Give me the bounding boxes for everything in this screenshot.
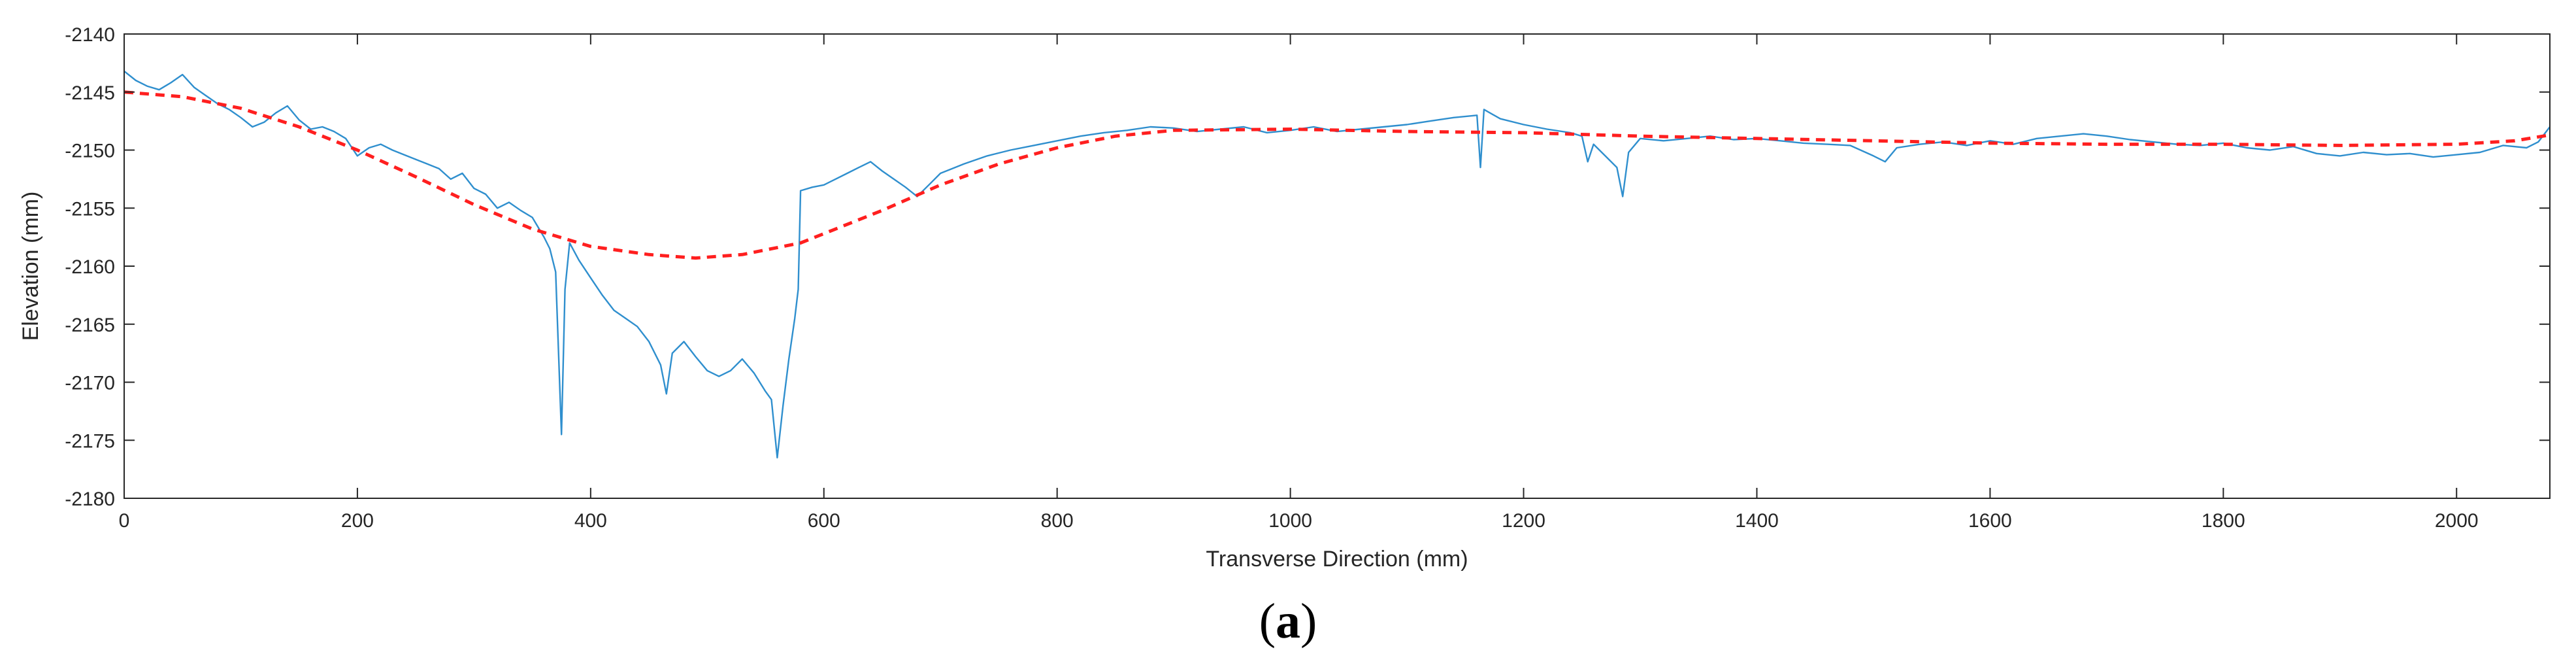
x-tick-label: 1200 xyxy=(1502,510,1545,532)
y-axis: -2140 -2145 -2150 -2155 -2160 -2165 -2170 -2175… xyxy=(65,24,2550,510)
caption-close-paren: ) xyxy=(1300,594,1317,649)
measured-profile-line xyxy=(124,70,2551,459)
y-tick-label: -2165 xyxy=(65,315,115,336)
caption-open-paren: ( xyxy=(1259,594,1276,649)
caption-letter: a xyxy=(1276,594,1300,649)
x-axis: 0 200 400 600 800 1000 1200 1400 1600 1800 2000 xyxy=(119,34,2479,532)
x-tick-label: 1600 xyxy=(1968,510,2012,532)
x-tick-label: 400 xyxy=(574,510,607,532)
y-tick-label: -2170 xyxy=(65,373,115,394)
fitted-curve-line xyxy=(124,90,2551,260)
y-axis-label: Elevation (mm) xyxy=(18,192,43,341)
x-tick-label: 2000 xyxy=(2435,510,2479,532)
x-tick-label: 1400 xyxy=(1735,510,1779,532)
y-tick-label: -2160 xyxy=(65,256,115,278)
figure-caption: (a) xyxy=(0,589,2576,654)
x-tick-label: 1000 xyxy=(1268,510,1312,532)
y-tick-label: -2150 xyxy=(65,141,115,162)
x-tick-label: 200 xyxy=(341,510,374,532)
x-tick-label: 600 xyxy=(808,510,840,532)
plot-area-background xyxy=(124,34,2550,498)
series-layer xyxy=(124,70,2551,459)
y-tick-label: -2145 xyxy=(65,82,115,104)
y-tick-label: -2155 xyxy=(65,198,115,220)
x-tick-label: 1800 xyxy=(2202,510,2245,532)
x-tick-label: 0 xyxy=(119,510,130,532)
y-tick-label: -2140 xyxy=(65,24,115,46)
x-tick-label: 800 xyxy=(1041,510,1074,532)
y-tick-label: -2180 xyxy=(65,488,115,510)
x-axis-label: Transverse Direction (mm) xyxy=(1206,547,1468,572)
y-tick-label: -2175 xyxy=(65,430,115,452)
